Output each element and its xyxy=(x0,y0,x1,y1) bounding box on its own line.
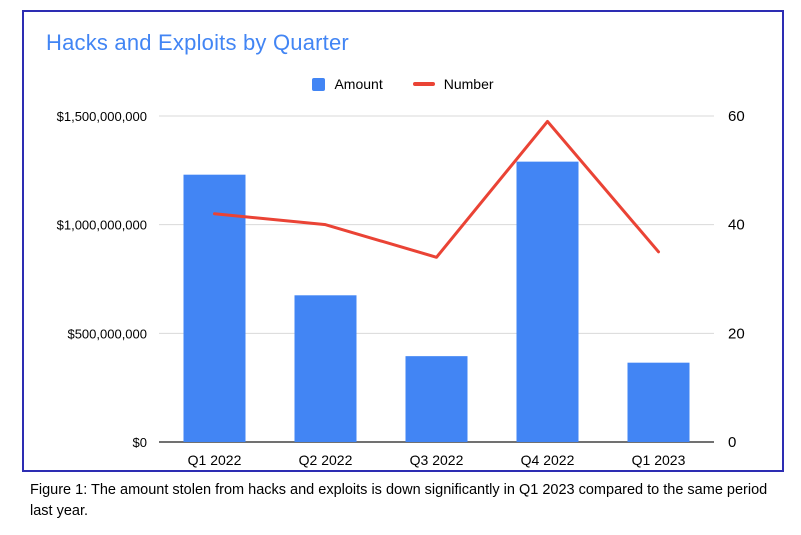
legend-label-number: Number xyxy=(443,76,494,92)
x-axis-category-label: Q1 2022 xyxy=(188,452,242,468)
figure-caption: Figure 1: The amount stolen from hacks a… xyxy=(30,482,768,520)
right-axis-tick-label: 40 xyxy=(728,217,745,234)
left-axis-tick-label: $1,500,000,000 xyxy=(57,109,147,124)
amount-swatch-icon xyxy=(312,77,326,91)
chart-legend: Amount Number xyxy=(24,76,782,92)
x-axis-category-label: Q2 2022 xyxy=(299,452,353,468)
legend-item-amount: Amount xyxy=(312,76,383,92)
right-axis-tick-label: 60 xyxy=(728,108,745,125)
legend-item-number: Number xyxy=(412,76,494,92)
combo-chart: $0 0 $500,000,000 20 $1,000,000,000 40 $1,500,… xyxy=(57,108,745,468)
bar-q1-2023 xyxy=(627,362,690,442)
bar-q4-2022 xyxy=(516,161,579,442)
bar-q2-2022 xyxy=(294,295,357,442)
right-axis-tick-label: 20 xyxy=(728,325,745,342)
x-axis-category-label: Q3 2022 xyxy=(410,452,464,468)
bar-q3-2022 xyxy=(405,356,468,442)
x-axis-category-label: Q4 2022 xyxy=(521,452,575,468)
chart-title: Hacks and Exploits by Quarter xyxy=(46,30,349,55)
left-axis-tick-label: $500,000,000 xyxy=(67,326,147,341)
bar-q1-2022 xyxy=(183,174,246,442)
left-axis-tick-label: $1,000,000,000 xyxy=(57,218,147,233)
legend-label-amount: Amount xyxy=(334,76,383,92)
right-axis-tick-label: 0 xyxy=(728,434,736,451)
chart-card: Hacks and Exploits by Quarter Amount Num… xyxy=(22,10,784,472)
x-axis-category-label: Q1 2023 xyxy=(632,452,686,468)
number-line-icon xyxy=(412,82,435,86)
left-axis-tick-label: $0 xyxy=(133,435,147,450)
number-line-series xyxy=(213,119,660,259)
